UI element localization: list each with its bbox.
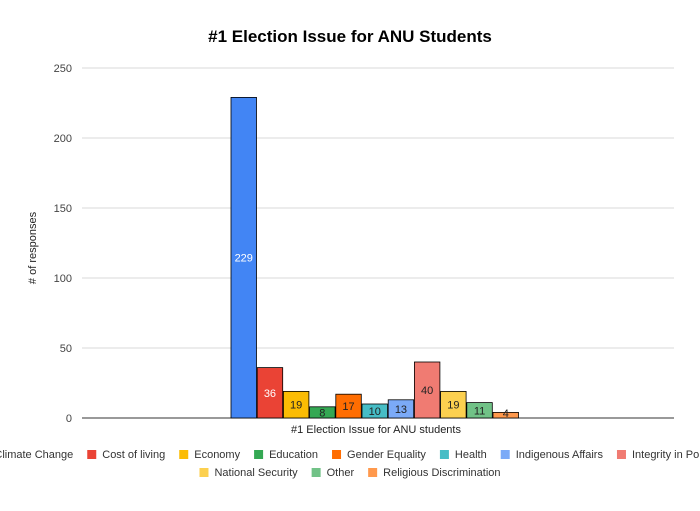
y-axis-label: # of responses: [27, 211, 39, 284]
bar-data-labels: 229 36 19 8 17 10 13 40 19 11 4: [235, 253, 509, 420]
legend-swatch: [199, 468, 209, 477]
bar-national-security: [440, 390, 467, 419]
legend-label: National Security: [214, 467, 298, 479]
legend-swatch: [368, 468, 378, 477]
legend-swatch: [87, 450, 97, 459]
y-tick-label: 100: [54, 273, 72, 285]
bar-cost-of-living: [256, 367, 284, 419]
y-tick-label: 250: [54, 63, 72, 75]
legend-swatch: [179, 450, 189, 459]
bar-value-label: 40: [421, 385, 433, 397]
legend-label: Economy: [194, 449, 240, 461]
legend-label: Religious Discrimination: [383, 467, 500, 479]
bar-economy: [282, 390, 310, 419]
legend-label: Cost of living: [102, 449, 165, 461]
bar-value-label: 13: [395, 404, 407, 416]
legend-swatch: [332, 450, 342, 459]
legend-swatch: [439, 450, 449, 459]
bar-religious-discrimination: [492, 411, 519, 419]
bar-education: [309, 406, 336, 419]
bar-value-label: 19: [447, 400, 459, 412]
bar-value-label: 19: [290, 400, 302, 412]
legend-label: Integrity in Politics: [632, 449, 700, 461]
legend-swatch: [500, 450, 510, 459]
y-axis-ticks: 0 50 100 150 200 250: [54, 63, 72, 425]
y-tick-label: 0: [66, 413, 72, 425]
y-tick-label: 150: [54, 203, 72, 215]
bar-value-label: 4: [503, 408, 509, 420]
bar-value-label: 10: [369, 406, 381, 418]
bar-value-label: 11: [474, 405, 485, 417]
legend: Climate Change Cost of living Economy Educa…: [0, 449, 700, 479]
bar-integrity-in-politics: [413, 361, 441, 419]
y-tick-label: 50: [60, 343, 72, 355]
x-axis-label: #1 Election Issue for ANU students: [291, 424, 461, 436]
legend-swatch: [311, 468, 321, 477]
bar-value-label: 229: [235, 253, 253, 265]
bar-value-label: 17: [342, 401, 354, 413]
bar-other: [466, 402, 493, 419]
legend-label: Education: [269, 449, 318, 461]
bar-gender-equality: [335, 393, 362, 419]
legend-swatch: [616, 450, 626, 459]
legend-swatch: [254, 450, 264, 459]
legend-label: Health: [455, 449, 487, 461]
bar-health: [361, 403, 388, 419]
legend-label: Climate Change: [0, 449, 73, 461]
gridlines: [82, 67, 674, 419]
legend-label: Gender Equality: [347, 449, 426, 461]
bar-climate-change: [230, 97, 257, 419]
y-tick-label: 200: [54, 133, 72, 145]
bars: [230, 97, 519, 419]
chart-title: #1 Election Issue for ANU Students: [208, 27, 492, 46]
legend-label: Other: [327, 467, 355, 479]
legend-label: Indigenous Affairs: [516, 449, 604, 461]
bar-indigenous-affairs: [387, 399, 415, 419]
bar-value-label: 8: [319, 407, 325, 419]
bar-value-label: 36: [264, 388, 276, 400]
